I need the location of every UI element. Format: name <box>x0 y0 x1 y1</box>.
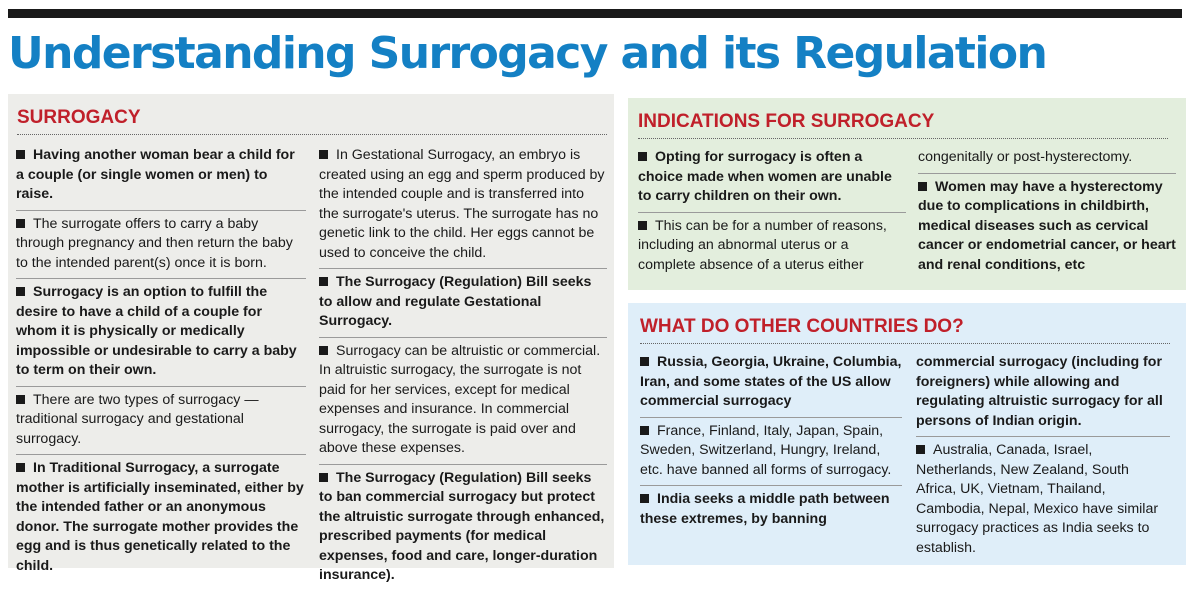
bullet-square-icon <box>319 472 328 482</box>
heading-divider <box>640 343 1170 344</box>
page-title: Understanding Surrogacy and its Regulati… <box>8 28 1048 79</box>
list-item: There are two types of surrogacy — tradi… <box>16 387 306 455</box>
surrogacy-column-2: In Gestational Surrogacy, an embryo is c… <box>319 142 607 591</box>
bullet-square-icon <box>319 277 328 286</box>
indications-heading: INDICATIONS FOR SURROGACY <box>638 111 935 132</box>
bullet-square-icon <box>16 150 25 159</box>
list-item: France, Finland, Italy, Japan, Spain, Sw… <box>640 418 902 486</box>
bullet-square-icon <box>638 220 647 230</box>
bullet-square-icon <box>640 357 649 366</box>
bullet-square-icon <box>319 150 328 159</box>
indications-column-2: congenitally or post-hysterectomy. Women… <box>918 144 1176 280</box>
indications-column-1: Opting for surrogacy is often a choice m… <box>638 144 906 280</box>
surrogacy-panel: SURROGACY Having another woman bear a ch… <box>8 94 614 583</box>
list-item: congenitally or post-hysterectomy. <box>918 144 1176 174</box>
list-item: Opting for surrogacy is often a choice m… <box>638 144 906 213</box>
indications-panel: INDICATIONS FOR SURROGACY Opting for sur… <box>628 98 1186 290</box>
list-item: Women may have a hysterectomy due to com… <box>918 178 1176 273</box>
bullet-square-icon <box>16 287 25 296</box>
list-item: This can be for a number of reasons, inc… <box>638 217 887 273</box>
countries-column-2: commercial surrogacy (including for fore… <box>916 349 1170 563</box>
bullet-square-icon <box>916 445 925 454</box>
list-item: Surrogacy can be altruistic or commercia… <box>319 338 607 465</box>
bullet-square-icon <box>640 494 649 503</box>
bullet-square-icon <box>918 181 927 191</box>
list-item: Russia, Georgia, Ukraine, Columbia, Iran… <box>640 349 902 418</box>
bullet-square-icon <box>16 463 25 472</box>
bullet-square-icon <box>640 425 649 435</box>
countries-column-1: Russia, Georgia, Ukraine, Columbia, Iran… <box>640 349 902 534</box>
bullet-square-icon <box>319 345 328 355</box>
surrogacy-heading: SURROGACY <box>17 107 141 128</box>
heading-divider <box>17 134 607 135</box>
bullet-square-icon <box>16 394 25 404</box>
surrogacy-column-1: Having another woman bear a child for a … <box>16 142 306 581</box>
list-item: The Surrogacy (Regulation) Bill seeks to… <box>319 269 607 338</box>
list-item: Having another woman bear a child for a … <box>16 142 306 211</box>
list-item: Australia, Canada, Israel, Netherlands, … <box>916 442 1159 556</box>
bullet-square-icon <box>16 218 25 228</box>
list-item: Surrogacy is an option to fulfill the de… <box>16 279 306 387</box>
list-item: The Surrogacy (Regulation) Bill seeks to… <box>319 469 605 583</box>
countries-panel: WHAT DO OTHER COUNTRIES DO? Russia, Geor… <box>628 303 1186 565</box>
list-item: India seeks a middle path between these … <box>640 491 890 527</box>
list-item: In Traditional Surrogacy, a surrogate mo… <box>16 460 304 574</box>
heading-divider <box>638 138 1168 139</box>
countries-heading: WHAT DO OTHER COUNTRIES DO? <box>640 316 964 337</box>
list-item: The surrogate offers to carry a baby thr… <box>16 211 306 279</box>
top-rule <box>8 9 1182 18</box>
list-item: commercial surrogacy (including for fore… <box>916 349 1170 437</box>
bullet-square-icon <box>638 152 647 161</box>
list-item: In Gestational Surrogacy, an embryo is c… <box>319 142 607 269</box>
